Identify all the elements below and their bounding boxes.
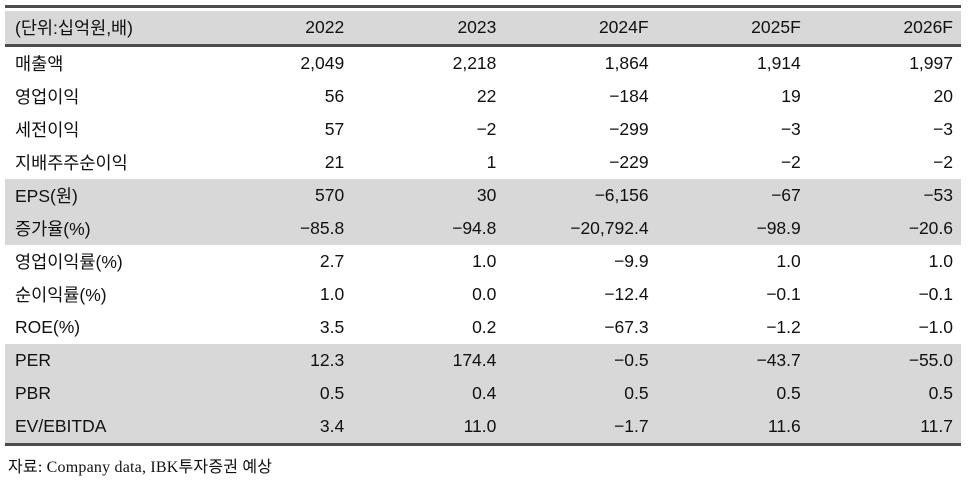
table-top-rule — [5, 5, 961, 8]
cell-value: 1 — [486, 152, 497, 172]
cell-value: 22 — [476, 86, 497, 106]
cell-value: −2 — [933, 152, 953, 172]
cell-value: 1.0 — [928, 251, 953, 271]
cell-value: 56 — [324, 86, 345, 106]
cell-value: −85.8 — [200, 212, 353, 245]
row-label: 영업이익 — [15, 87, 80, 107]
cell-value: −94.8 — [352, 212, 505, 245]
cell-value: 12.3 — [200, 344, 353, 377]
cell-value: 11.6 — [656, 410, 809, 446]
row-label: EV/EBITDA — [5, 410, 201, 446]
cell-value: 1,997 — [909, 53, 953, 73]
table-header-row: (단위:십억원,배) 2022 2023 2024F 2025F 2026F — [5, 11, 961, 47]
column-header-2024f: 2024F — [504, 11, 657, 47]
cell-value: 2.7 — [319, 251, 345, 271]
cell-value: −53 — [808, 179, 961, 212]
cell-value: 174.4 — [352, 344, 505, 377]
cell-value: 1,914 — [756, 53, 801, 73]
unit-label: (단위:십억원,배) — [5, 11, 201, 47]
row-label: PBR — [5, 377, 201, 410]
row-label: 증가율(%) — [5, 212, 201, 245]
cell-value: 1,864 — [604, 53, 649, 73]
table-row-controlling-net-profit: 지배주주순이익 21 1 −229 −2 −2 — [5, 146, 961, 179]
cell-value: −9.9 — [614, 251, 649, 271]
cell-value: −12.4 — [604, 284, 649, 304]
table-row-revenue: 매출액 2,049 2,218 1,864 1,914 1,997 — [5, 46, 961, 81]
cell-value: −0.5 — [504, 344, 657, 377]
cell-value: 0.5 — [504, 377, 657, 410]
row-label: 순이익률(%) — [15, 285, 107, 305]
cell-value: 0.5 — [656, 377, 809, 410]
financial-summary-table: (단위:십억원,배) 2022 2023 2024F 2025F 2026F 매… — [5, 11, 961, 446]
cell-value: −1.7 — [504, 410, 657, 446]
row-label: 세전이익 — [15, 120, 80, 140]
cell-value: 2,218 — [452, 53, 497, 73]
cell-value: 30 — [352, 179, 505, 212]
table-row-ev-ebitda: EV/EBITDA 3.4 11.0 −1.7 11.6 11.7 — [5, 410, 961, 446]
cell-value: 11.0 — [352, 410, 505, 446]
cell-value: −3 — [933, 119, 953, 139]
cell-value: 0.2 — [472, 317, 497, 337]
table-row-roe: ROE(%) 3.5 0.2 −67.3 −1.2 −1.0 — [5, 311, 961, 344]
cell-value: −229 — [609, 152, 649, 172]
cell-value: −2 — [780, 152, 801, 172]
column-header-2026f: 2026F — [808, 11, 961, 47]
cell-value: 3.5 — [319, 317, 345, 337]
table-row-pretax-profit: 세전이익 57 −2 −299 −3 −3 — [5, 113, 961, 146]
cell-value: 20 — [933, 86, 953, 106]
table-row-operating-margin: 영업이익률(%) 2.7 1.0 −9.9 1.0 1.0 — [5, 245, 961, 278]
cell-value: −98.9 — [656, 212, 809, 245]
source-note: 자료: Company data, IBK투자증권 예상 — [8, 459, 273, 476]
cell-value: −55.0 — [808, 344, 961, 377]
table-row-net-margin: 순이익률(%) 1.0 0.0 −12.4 −0.1 −0.1 — [5, 278, 961, 311]
cell-value: −6,156 — [504, 179, 657, 212]
cell-value: 3.4 — [200, 410, 353, 446]
cell-value: −1.0 — [918, 317, 953, 337]
table-row-operating-profit: 영업이익 56 22 −184 19 20 — [5, 80, 961, 113]
column-header-2025f: 2025F — [656, 11, 809, 47]
row-label: PER — [5, 344, 201, 377]
cell-value: −2 — [476, 119, 497, 139]
cell-value: −20.6 — [808, 212, 961, 245]
cell-value: 2,049 — [300, 53, 345, 73]
cell-value: −0.1 — [766, 284, 801, 304]
cell-value: −20,792.4 — [504, 212, 657, 245]
cell-value: 1.0 — [472, 251, 497, 271]
cell-value: −43.7 — [656, 344, 809, 377]
cell-value: 57 — [324, 119, 345, 139]
table-row-pbr: PBR 0.5 0.4 0.5 0.5 0.5 — [5, 377, 961, 410]
row-label: 매출액 — [15, 54, 64, 74]
cell-value: −299 — [609, 119, 649, 139]
cell-value: 0.4 — [352, 377, 505, 410]
row-label: 영업이익률(%) — [15, 252, 123, 272]
cell-value: −0.1 — [918, 284, 953, 304]
cell-value: −67 — [656, 179, 809, 212]
cell-value: −3 — [780, 119, 801, 139]
cell-value: 570 — [200, 179, 353, 212]
row-label: 지배주주순이익 — [15, 153, 128, 173]
table-row-growth-rate: 증가율(%) −85.8 −94.8 −20,792.4 −98.9 −20.6 — [5, 212, 961, 245]
cell-value: 0.5 — [200, 377, 353, 410]
cell-value: 0.5 — [808, 377, 961, 410]
table-row-per: PER 12.3 174.4 −0.5 −43.7 −55.0 — [5, 344, 961, 377]
cell-value: 0.0 — [472, 284, 497, 304]
cell-value: −67.3 — [604, 317, 649, 337]
cell-value: −184 — [609, 86, 649, 106]
row-label: ROE(%) — [15, 317, 81, 337]
cell-value: −1.2 — [766, 317, 801, 337]
column-header-2022: 2022 — [200, 11, 353, 47]
cell-value: 1.0 — [319, 284, 345, 304]
cell-value: 11.7 — [808, 410, 961, 446]
cell-value: 1.0 — [776, 251, 801, 271]
cell-value: 21 — [324, 152, 345, 172]
table-row-eps: EPS(원) 570 30 −6,156 −67 −53 — [5, 179, 961, 212]
column-header-2023: 2023 — [352, 11, 505, 47]
row-label: EPS(원) — [5, 179, 201, 212]
cell-value: 19 — [781, 86, 801, 106]
